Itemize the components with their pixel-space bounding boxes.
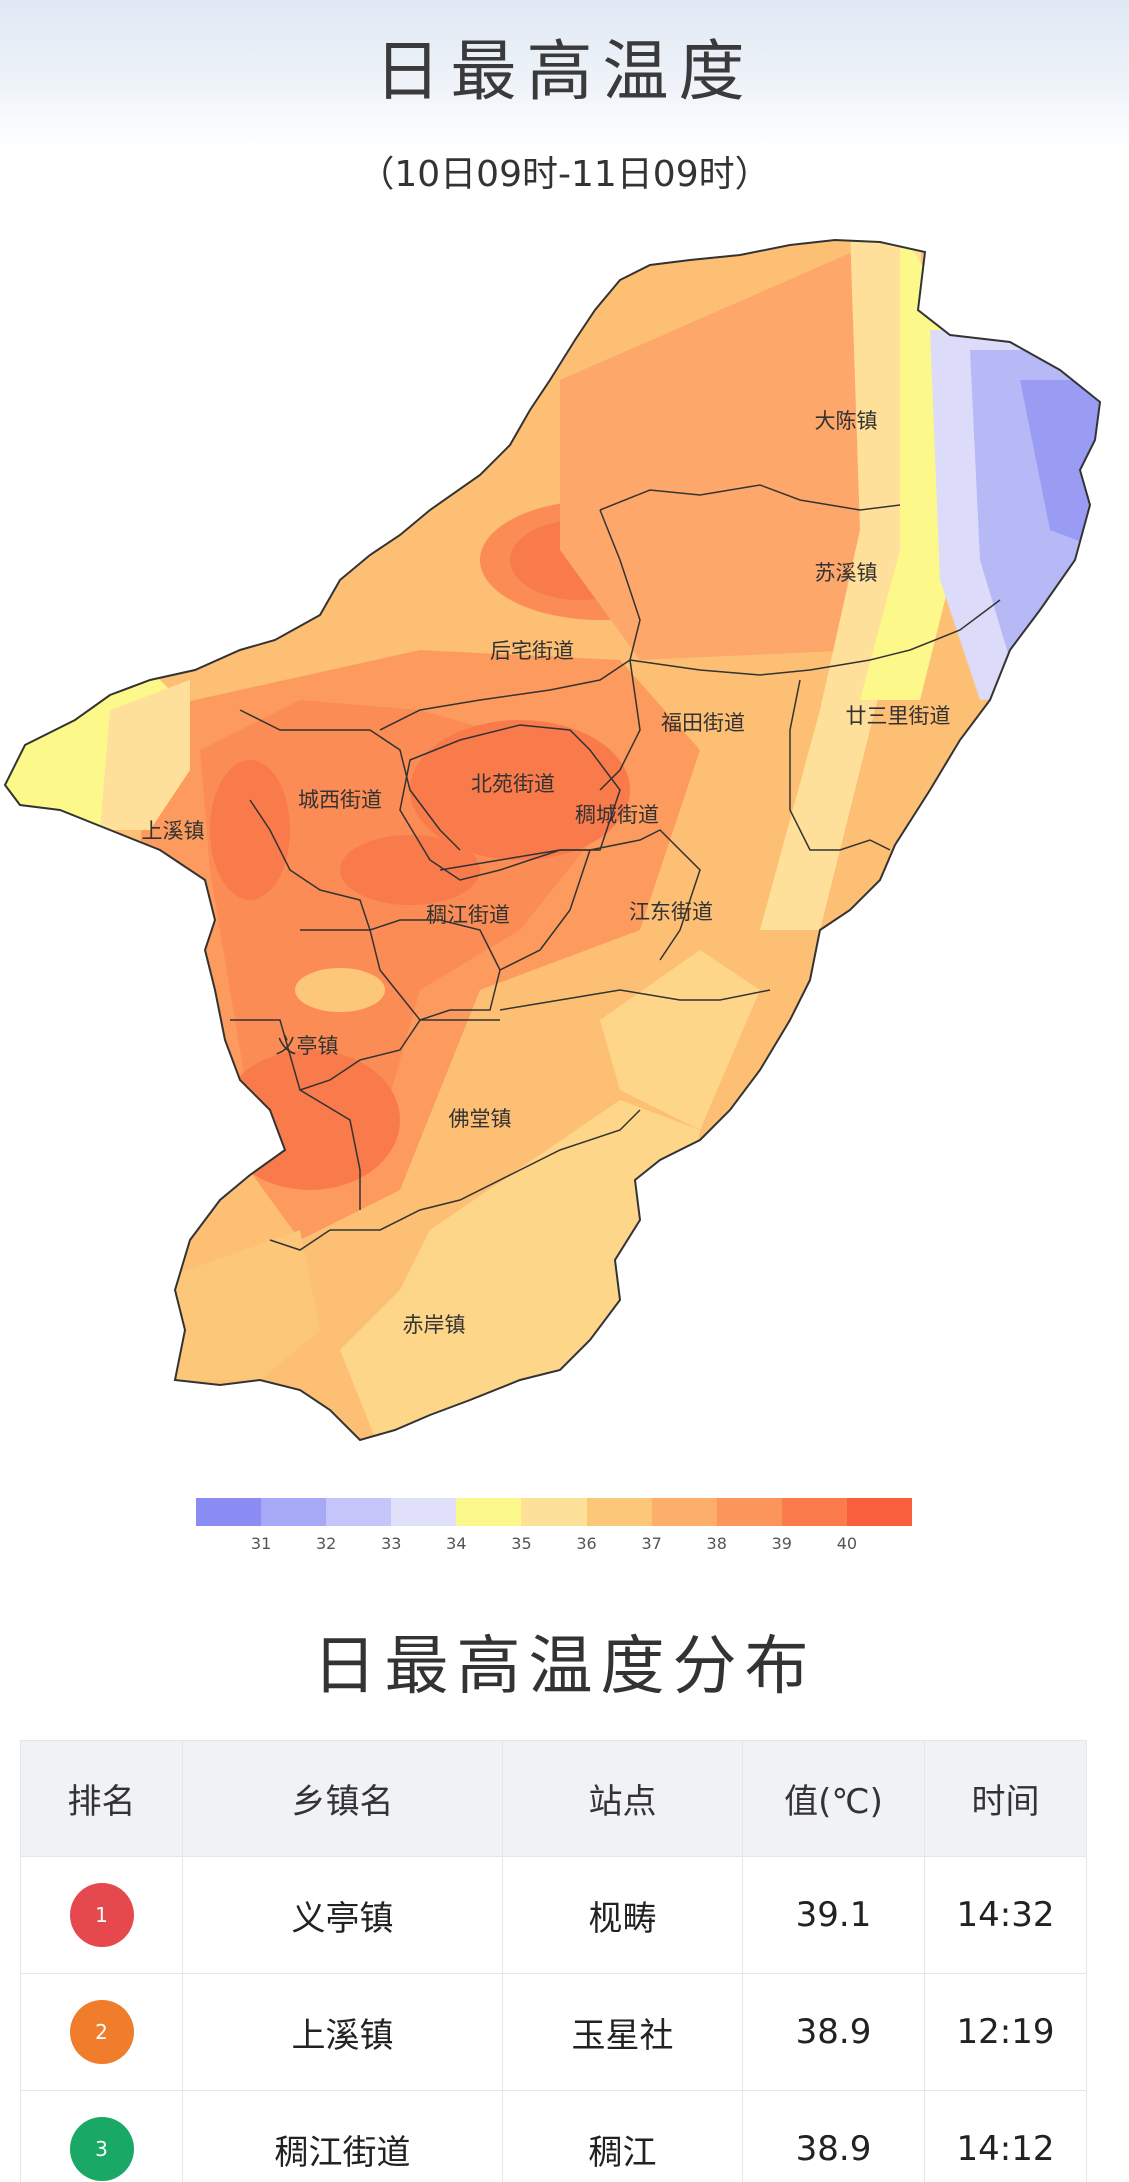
legend-ticks: 31 32 33 34 35 36 37 38 39 40 xyxy=(196,1534,912,1558)
rank-cell: 2 xyxy=(20,1973,183,2091)
color-legend: 31 32 33 34 35 36 37 38 39 40 xyxy=(196,1498,913,1568)
rank-cell: 3 xyxy=(20,2090,183,2182)
legend-swatch xyxy=(781,1498,847,1526)
region-label-futian: 福田街道 xyxy=(661,711,745,735)
section-title: 日最高温度分布 xyxy=(312,1630,817,1704)
page-title: 日最高温度 xyxy=(374,33,755,110)
legend-swatch xyxy=(846,1498,913,1526)
region-label-fotang: 佛堂镇 xyxy=(449,1107,512,1131)
legend-tick-label: 33 xyxy=(381,1534,402,1553)
time-range-subtitle: （10日09时-11日09时） xyxy=(358,154,771,195)
region-label-shangxi: 上溪镇 xyxy=(142,819,205,843)
region-label-yiting: 义亭镇 xyxy=(276,1034,339,1058)
legend-swatch xyxy=(391,1498,457,1526)
ranking-table: 排名 乡镇名 站点 值(℃) 时间 1 义亭镇 枧畴 39.1 14:32 2 … xyxy=(20,1740,1087,2182)
legend-swatch xyxy=(261,1498,327,1526)
value-cell: 39.1 xyxy=(742,1856,925,1974)
header-value: 值(℃) xyxy=(742,1740,925,1857)
rank-badge: 1 xyxy=(69,1883,134,1947)
rank-badge: 2 xyxy=(69,2000,134,2064)
legend-tick-label: 39 xyxy=(771,1534,792,1553)
region-label-dachen: 大陈镇 xyxy=(815,409,878,433)
legend-swatch xyxy=(586,1498,652,1526)
township-boundaries xyxy=(230,484,1001,1251)
legend-tick-label: 37 xyxy=(641,1534,662,1553)
region-label-beiyuan: 北苑街道 xyxy=(471,772,555,796)
legend-swatch xyxy=(716,1498,782,1526)
time-cell: 14:12 xyxy=(924,2090,1087,2182)
rank-badge: 3 xyxy=(69,2117,134,2181)
region-label-niansanli: 廿三里街道 xyxy=(846,704,951,728)
rank-cell: 1 xyxy=(20,1856,183,1974)
value-cell: 38.9 xyxy=(742,2090,925,2182)
legend-tick-label: 31 xyxy=(250,1534,272,1553)
station-cell: 枧畴 xyxy=(502,1856,743,1974)
legend-tick-label: 35 xyxy=(511,1534,532,1553)
header-town: 乡镇名 xyxy=(182,1740,503,1857)
value-cell: 38.9 xyxy=(742,1973,925,2091)
table-row: 2 上溪镇 玉星社 38.9 12:19 xyxy=(20,1973,1087,2091)
time-cell: 14:32 xyxy=(924,1856,1087,1974)
table-row: 1 义亭镇 枧畴 39.1 14:32 xyxy=(20,1856,1087,1974)
legend-tick-label: 34 xyxy=(446,1534,467,1553)
legend-swatch xyxy=(326,1498,392,1526)
legend-tick-label: 36 xyxy=(576,1534,597,1553)
legend-tick-label: 38 xyxy=(706,1534,727,1553)
time-cell: 12:19 xyxy=(924,1973,1087,2091)
legend-tick-label: 40 xyxy=(836,1534,858,1553)
temperature-fill xyxy=(5,240,1100,1440)
region-label-houzhai: 后宅街道 xyxy=(490,639,574,663)
header-station: 站点 xyxy=(502,1740,743,1857)
temperature-map: 大陈镇 苏溪镇 后宅街道 福田街道 廿三里街道 城西街道 上溪镇 北苑街道 稠城… xyxy=(0,230,1129,1490)
header-time: 时间 xyxy=(924,1740,1087,1857)
town-cell: 义亭镇 xyxy=(182,1856,503,1974)
legend-swatch xyxy=(651,1498,717,1526)
header: 日最高温度 xyxy=(0,0,1129,150)
legend-bar xyxy=(196,1498,913,1526)
region-label-jiangdong: 江东街道 xyxy=(629,900,713,924)
table-header-row: 排名 乡镇名 站点 值(℃) 时间 xyxy=(20,1740,1087,1857)
region-label-choucheng: 稠城街道 xyxy=(575,803,659,827)
legend-swatch xyxy=(456,1498,522,1526)
header-rank: 排名 xyxy=(20,1740,183,1857)
region-label-suxi: 苏溪镇 xyxy=(815,561,878,585)
map-svg: 大陈镇 苏溪镇 后宅街道 福田街道 廿三里街道 城西街道 上溪镇 北苑街道 稠城… xyxy=(3,238,1102,1442)
station-cell: 稠江 xyxy=(502,2090,743,2182)
region-label-choujiang: 稠江街道 xyxy=(426,903,510,927)
region-labels: 大陈镇 苏溪镇 后宅街道 福田街道 廿三里街道 城西街道 上溪镇 北苑街道 稠城… xyxy=(142,409,951,1337)
town-cell: 上溪镇 xyxy=(182,1973,503,2091)
town-cell: 稠江街道 xyxy=(182,2090,503,2182)
table-row: 3 稠江街道 稠江 38.9 14:12 xyxy=(20,2090,1087,2182)
county-boundary xyxy=(3,238,1102,1442)
legend-swatch xyxy=(521,1498,587,1526)
legend-tick-label: 32 xyxy=(315,1534,337,1553)
legend-swatch xyxy=(196,1498,262,1526)
region-label-chian: 赤岸镇 xyxy=(403,1313,466,1337)
ranking-table-container: 排名 乡镇名 站点 值(℃) 时间 1 义亭镇 枧畴 39.1 14:32 2 … xyxy=(20,1740,1087,2182)
station-cell: 玉星社 xyxy=(502,1973,743,2091)
region-label-chengxi: 城西街道 xyxy=(298,788,382,812)
